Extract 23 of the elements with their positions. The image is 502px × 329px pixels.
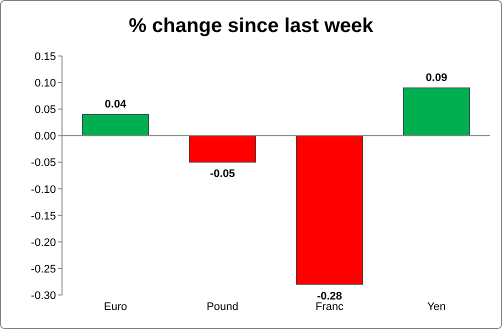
y-tick-label: -0.10	[30, 184, 56, 196]
x-tick-label: Euro	[104, 301, 128, 313]
data-label: -0.05	[210, 168, 236, 180]
x-tick-label: Franc	[315, 301, 344, 313]
bar	[296, 135, 364, 285]
y-tick-label: -0.05	[30, 157, 56, 170]
x-tick-label: Pound	[206, 301, 238, 313]
bar	[402, 87, 470, 136]
chart-title: % change since last week	[128, 15, 374, 37]
y-tick-label: 0.10	[34, 78, 56, 90]
y-tick-label: -0.15	[30, 210, 56, 222]
y-tick-label: 0.00	[34, 130, 56, 143]
y-tick-label: -0.25	[30, 263, 56, 276]
bar	[188, 135, 256, 163]
y-tick-label: -0.30	[30, 290, 56, 302]
y-tick-label: -0.20	[30, 236, 56, 249]
y-tick-label: 0.05	[34, 104, 56, 116]
data-label: -0.28	[316, 290, 342, 302]
data-label: 0.09	[426, 72, 448, 84]
x-tick-label: Yen	[427, 301, 446, 313]
y-tick-label: 0.15	[34, 51, 56, 63]
data-label: 0.04	[104, 98, 128, 110]
bar	[82, 114, 150, 136]
